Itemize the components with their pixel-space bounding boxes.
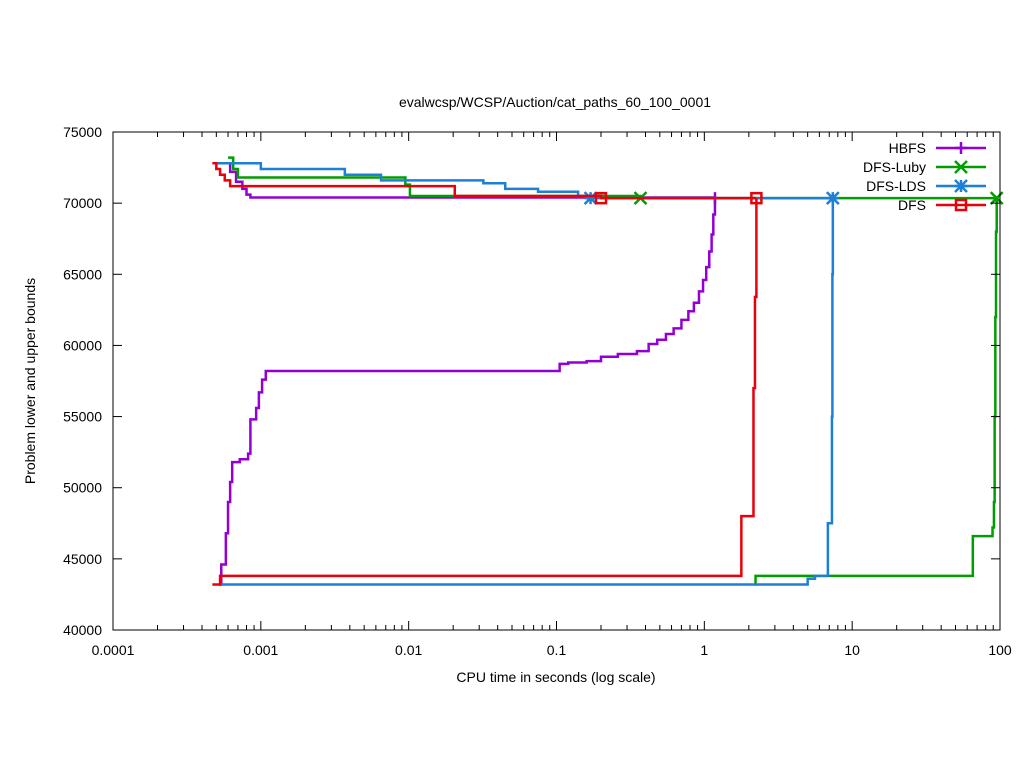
series-hbfs-upper-bound-line <box>228 162 717 199</box>
x-tick-label: 0.001 <box>243 642 278 658</box>
legend-label-dfs: DFS <box>898 197 926 213</box>
series-dfs-lds-marker <box>583 191 598 206</box>
legend-label-hbfs: HBFS <box>889 140 926 156</box>
series-dfs-lds-lower-bound-line <box>218 198 835 586</box>
chart-title: evalwcsp/WCSP/Auction/cat_paths_60_100_0… <box>399 94 711 110</box>
legend-marker-dfs <box>954 198 968 212</box>
plot-area <box>212 156 1004 586</box>
series-dfs-lower-bound-line <box>212 198 758 586</box>
series-dfs-lds-marker <box>825 191 840 206</box>
legend: HBFS DFS-Luby DFS-LDS DFS <box>863 140 986 213</box>
marker-stroke <box>583 191 598 206</box>
series-dfs-marker <box>750 191 763 205</box>
series-dfs-lds-upper-bound-line <box>213 162 833 200</box>
y-tick-label: 55000 <box>63 409 102 425</box>
y-tick-label: 50000 <box>63 480 102 496</box>
series-dfs-luby-marker <box>989 191 1004 206</box>
legend-marker-dfs-lds <box>954 179 968 193</box>
legend-marker-dfs-luby <box>954 160 968 174</box>
x-tick-label: 0.01 <box>395 642 422 658</box>
x-axis-label: CPU time in seconds (log scale) <box>456 669 655 685</box>
legend-label-dfs-luby: DFS-Luby <box>863 159 926 175</box>
marker-stroke <box>954 198 968 212</box>
y-tick-label: 70000 <box>63 195 102 211</box>
y-tick-label: 40000 <box>63 622 102 638</box>
marker-stroke <box>750 191 763 205</box>
marker-stroke <box>594 191 608 205</box>
series-hbfs-lower-bound-line <box>220 198 717 586</box>
x-tick-label: 10 <box>844 642 860 658</box>
axis-ticks: 0.0001 0.001 0.01 0.1 1 10 100 40000 45000 50000 5… <box>63 124 1012 658</box>
x-tick-label: 100 <box>988 642 1012 658</box>
series-dfs-upper-bound-line <box>212 162 757 200</box>
marker-stroke <box>825 191 840 206</box>
series-dfs-luby-lower-bound-line <box>754 198 998 586</box>
marker-stroke <box>989 191 1004 206</box>
y-tick-label: 65000 <box>63 266 102 282</box>
marker-stroke <box>954 160 968 174</box>
y-axis-label: Problem lower and upper bounds <box>22 278 38 484</box>
x-tick-label: 0.1 <box>547 642 567 658</box>
legend-marker-hbfs <box>955 142 967 154</box>
marker-stroke <box>954 179 968 193</box>
y-tick-label: 45000 <box>63 551 102 567</box>
y-tick-label: 60000 <box>63 337 102 353</box>
x-tick-label: 0.0001 <box>92 642 135 658</box>
legend-label-dfs-lds: DFS-LDS <box>866 178 926 194</box>
series-dfs-marker <box>594 191 608 205</box>
y-tick-label: 75000 <box>63 124 102 140</box>
x-tick-label: 1 <box>700 642 708 658</box>
